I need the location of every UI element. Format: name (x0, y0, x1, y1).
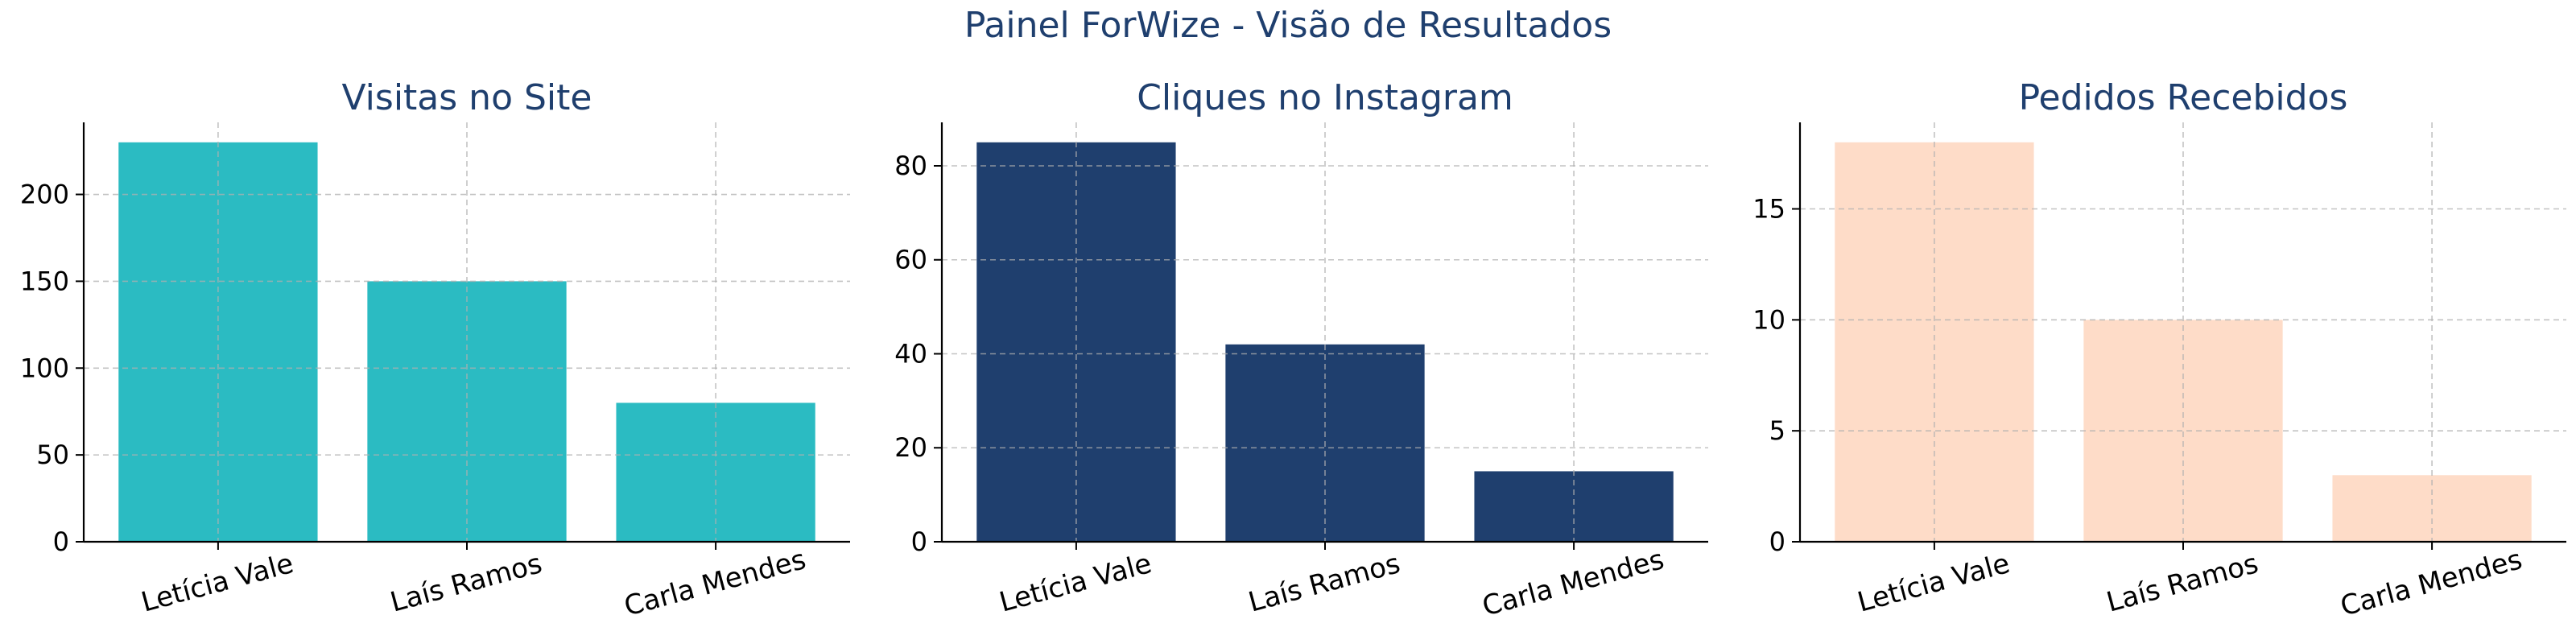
x-tick-label: Laís Ramos (1245, 547, 1404, 619)
subplot-title: Pedidos Recebidos (2019, 77, 2348, 118)
y-tick-label: 150 (20, 266, 69, 296)
bar-2 (367, 281, 567, 542)
x-tick-label: Letícia Vale (996, 547, 1154, 619)
y-tick-label: 40 (894, 338, 927, 369)
y-tick-label: 50 (36, 440, 69, 470)
x-tick-label: Letícia Vale (1854, 547, 2013, 619)
y-tick-label: 0 (53, 526, 69, 557)
y-tick-label: 60 (894, 245, 927, 275)
y-tick-label: 0 (1769, 526, 1785, 557)
y-tick-label: 5 (1769, 415, 1785, 446)
subplot-3: Pedidos Recebidos 0 5 10 15 Letícia Vale Laís … (1752, 77, 2566, 623)
x-tick-label: Laís Ramos (387, 547, 546, 619)
y-tick-label: 200 (20, 180, 69, 210)
y-tick-label: 100 (20, 353, 69, 383)
subplot-1: Visitas no Site 0 50 100 150 200 Letícia Vale L… (20, 77, 850, 623)
x-tick-label: Carla Mendes (621, 543, 809, 623)
x-tick-label: Carla Mendes (2337, 543, 2525, 623)
subplot-2: Cliques no Instagram 0 20 40 60 80 Letícia Val… (894, 77, 1708, 623)
y-tick-label: 15 (1752, 194, 1785, 225)
x-tick-label: Letícia Vale (138, 547, 296, 619)
x-tick-label: Laís Ramos (2103, 547, 2262, 619)
subplot-title: Visitas no Site (342, 77, 592, 118)
y-tick-label: 10 (1752, 304, 1785, 335)
x-tick-label: Carla Mendes (1479, 543, 1667, 623)
subplot-title: Cliques no Instagram (1137, 77, 1513, 118)
figure-suptitle: Painel ForWize - Visão de Resultados (964, 5, 1612, 46)
y-tick-label: 0 (911, 526, 927, 557)
y-tick-label: 20 (894, 432, 927, 463)
y-tick-label: 80 (894, 151, 927, 181)
